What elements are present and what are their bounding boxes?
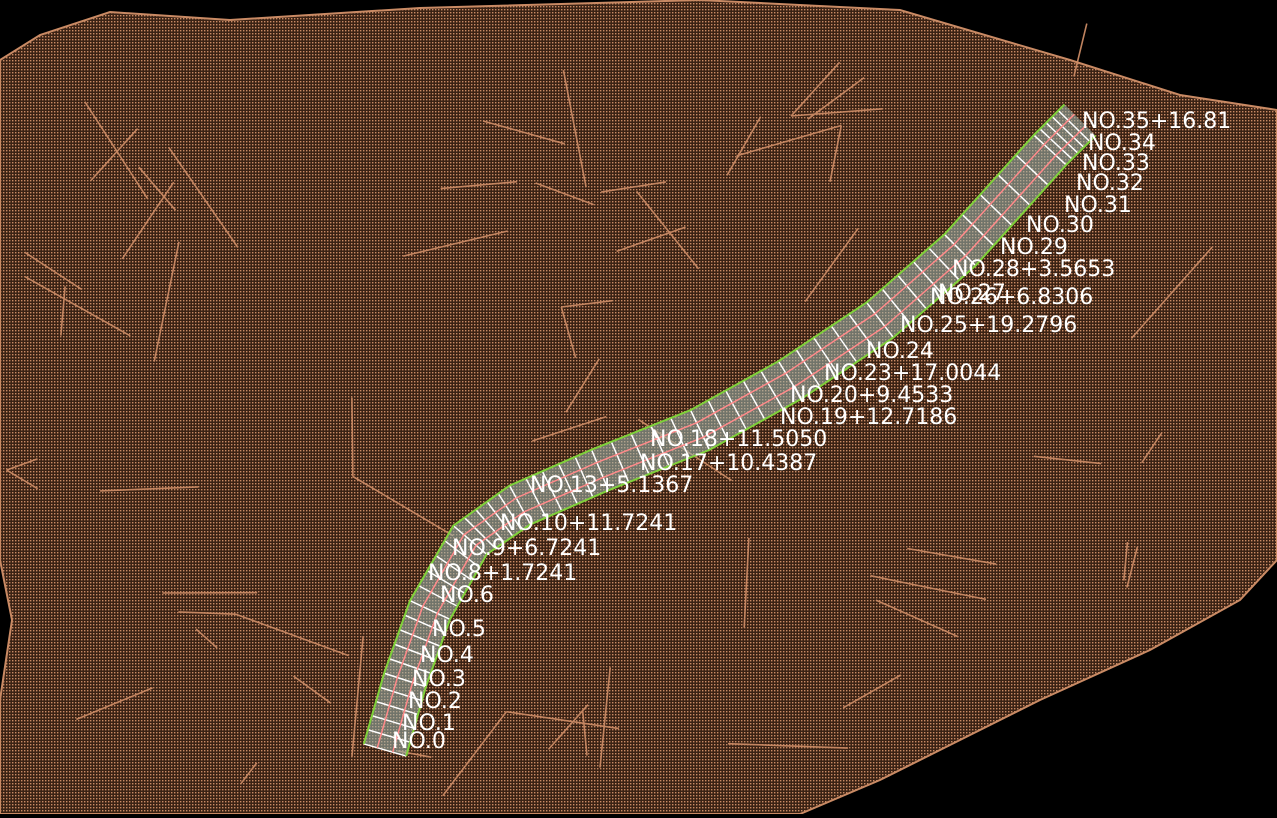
station-label: NO.32	[1076, 171, 1144, 196]
road-corridor	[362, 103, 1097, 757]
station-label: NO.3	[412, 667, 466, 692]
station-label: NO.26+6.8306	[930, 285, 1093, 310]
station-label: NO.35+16.81	[1082, 109, 1231, 134]
station-label: NO.33	[1082, 151, 1150, 176]
station-label: NO.4	[420, 643, 474, 668]
station-label: NO.29	[1000, 235, 1068, 260]
station-label: NO.24	[866, 339, 934, 364]
station-label: NO.17+10.4387	[640, 451, 817, 476]
station-labels: NO.35+16.81NO.34NO.33NO.32NO.31NO.30NO.2…	[392, 109, 1231, 754]
station-label: NO.5	[432, 617, 486, 642]
station-label: NO.30	[1026, 213, 1094, 238]
station-label: NO.1	[402, 711, 456, 736]
station-label: NO.28+3.5653	[952, 257, 1115, 282]
station-label: NO.19+12.7186	[780, 405, 957, 430]
station-label: NO.31	[1064, 193, 1132, 218]
station-label: NO.10+11.7241	[500, 511, 677, 536]
station-label: NO.6	[440, 583, 494, 608]
station-label: NO.2	[408, 689, 462, 714]
station-label: NO.20+9.4533	[790, 383, 953, 408]
station-label: NO.13+5.1367	[530, 473, 693, 498]
station-label: NO.25+19.2796	[900, 313, 1077, 338]
station-label: NO.9+6.7241	[452, 536, 601, 561]
terrain-wireframe	[6, 23, 1213, 797]
station-label: NO.0	[392, 729, 446, 754]
station-label: NO.34	[1088, 131, 1156, 156]
station-label: NO.23+17.0044	[824, 361, 1001, 386]
station-label: NO.18+11.5050	[650, 427, 827, 452]
station-label: NO.8+1.7241	[428, 561, 577, 586]
station-label: NO.27	[938, 281, 1006, 306]
